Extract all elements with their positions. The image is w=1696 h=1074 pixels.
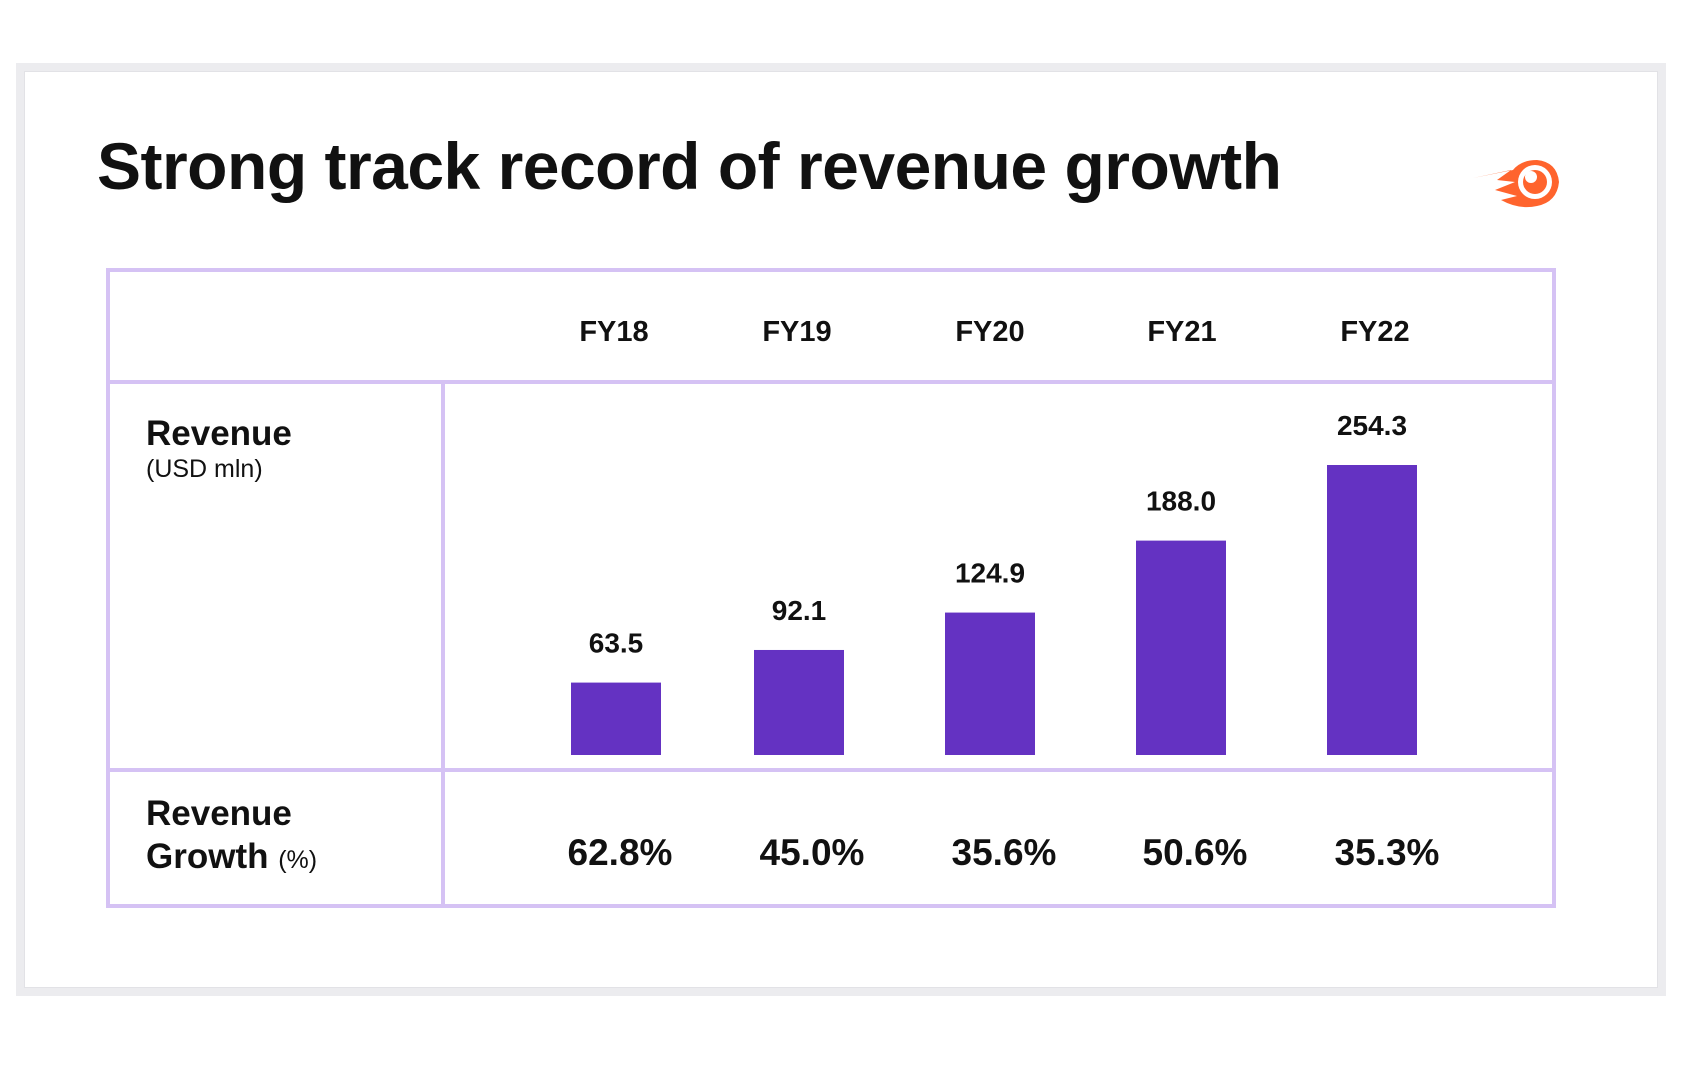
revenue-bar-fy21 (1136, 540, 1226, 755)
row-divider (110, 768, 1552, 772)
revenue-bar-fy19 (754, 649, 844, 755)
growth-label-line1: Revenue (146, 794, 292, 833)
year-header: FY19 (762, 316, 832, 348)
growth-label-line2: Growth (146, 837, 269, 876)
revenue-bar-fy18 (571, 682, 661, 755)
revenue-value-label: 124.9 (955, 558, 1025, 589)
revenue-value-label: 63.5 (589, 628, 644, 659)
growth-value: 45.0% (759, 832, 865, 873)
revenue-bar-fy22 (1327, 465, 1417, 755)
growth-row-label: Revenue Growth (%) (146, 792, 317, 882)
revenue-value-label: 92.1 (772, 595, 827, 626)
header-divider (110, 380, 1552, 384)
growth-value: 62.8% (567, 832, 673, 873)
semrush-comet-icon (1473, 160, 1559, 208)
revenue-bar-fy20 (945, 612, 1035, 755)
growth-value: 35.3% (1334, 832, 1440, 873)
growth-value: 35.6% (951, 832, 1057, 873)
revenue-row-label: Revenue (USD mln) (146, 412, 292, 484)
growth-value: 50.6% (1142, 832, 1248, 873)
slide: Strong track record of revenue growth FY… (24, 71, 1658, 988)
growth-unit: (%) (278, 846, 318, 874)
year-header: FY22 (1340, 316, 1410, 348)
label-column-divider (441, 380, 445, 904)
revenue-bar-chart: 63.5 92.1 124.9 188.0 254.3 (571, 410, 1417, 755)
slide-title: Strong track record of revenue growth (97, 129, 1282, 203)
year-header: FY20 (955, 316, 1025, 348)
revenue-label: Revenue (146, 414, 292, 453)
year-header: FY18 (579, 316, 649, 348)
year-header: FY21 (1147, 316, 1217, 348)
revenue-table: FY18 FY19 FY20 FY21 FY22 Revenue (USD ml… (106, 268, 1556, 908)
revenue-unit: (USD mln) (146, 455, 263, 483)
revenue-value-label: 188.0 (1146, 486, 1216, 517)
revenue-value-label: 254.3 (1337, 410, 1407, 441)
